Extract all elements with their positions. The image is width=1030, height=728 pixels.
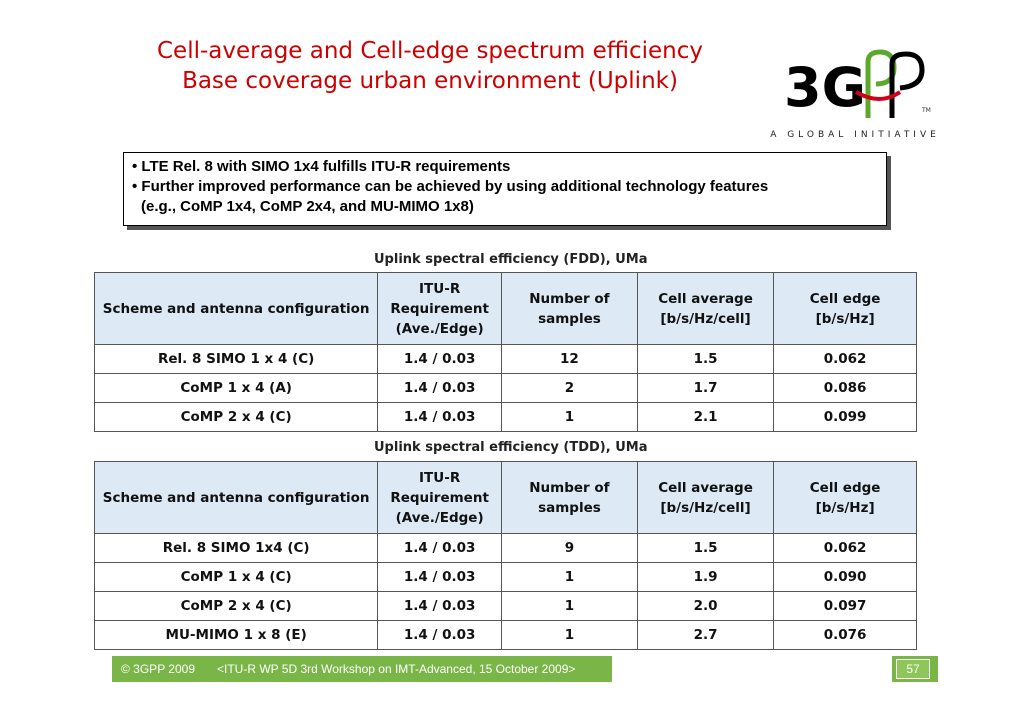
cell-requirement: 1.4 / 0.03 xyxy=(377,533,502,563)
tdd-header-row: Scheme and antenna configuration ITU-R R… xyxy=(93,461,917,534)
cell-edge: 0.099 xyxy=(773,402,917,432)
cell-samples: 1 xyxy=(500,562,638,592)
bullet-1: • LTE Rel. 8 with SIMO 1x4 fulfills ITU-… xyxy=(132,158,511,175)
header-req-line-3: (Ave./Edge) xyxy=(395,320,484,337)
tdd-caption: Uplink spectral efficiency (TDD), UMa xyxy=(374,440,648,455)
cell-scheme: CoMP 1 x 4 (A) xyxy=(93,373,379,403)
cell-edge: 0.097 xyxy=(773,591,917,621)
header-samples: Number of samples xyxy=(500,461,638,534)
header-scheme: Scheme and antenna configuration xyxy=(93,461,379,534)
cell-scheme: CoMP 2 x 4 (C) xyxy=(93,402,379,432)
cell-average: 1.5 xyxy=(636,344,775,374)
cell-scheme: Rel. 8 SIMO 1 x 4 (C) xyxy=(93,344,379,374)
header-edge-line-2: [b/s/Hz] xyxy=(815,310,875,327)
cell-requirement: 1.4 / 0.03 xyxy=(377,620,502,650)
header-cell-edge: Cell edge [b/s/Hz] xyxy=(773,272,917,345)
header-avg-line-1: Cell average xyxy=(658,479,753,496)
header-avg-line-2: [b/s/Hz/cell] xyxy=(660,499,751,516)
header-num-line-2: samples xyxy=(538,310,601,327)
bullet-2: • Further improved performance can be ac… xyxy=(132,178,769,195)
cell-requirement: 1.4 / 0.03 xyxy=(377,591,502,621)
title-line-1: Cell-average and Cell-edge spectrum effi… xyxy=(157,38,703,64)
table-row: CoMP 2 x 4 (C) 1.4 / 0.03 1 2.0 0.097 xyxy=(93,591,917,621)
footer-gap xyxy=(612,656,892,682)
header-scheme: Scheme and antenna configuration xyxy=(93,272,379,345)
cell-average: 2.1 xyxy=(636,402,775,432)
cell-requirement: 1.4 / 0.03 xyxy=(377,344,502,374)
cell-average: 1.9 xyxy=(636,562,775,592)
cell-scheme: CoMP 1 x 4 (C) xyxy=(93,562,379,592)
svg-text:3G: 3G xyxy=(784,56,866,119)
table-row: CoMP 1 x 4 (A) 1.4 / 0.03 2 1.7 0.086 xyxy=(93,373,917,403)
cell-samples: 1 xyxy=(500,402,638,432)
header-num-line-1: Number of xyxy=(529,479,610,496)
header-requirement: ITU-R Requirement (Ave./Edge) xyxy=(377,461,502,534)
cell-requirement: 1.4 / 0.03 xyxy=(377,373,502,403)
footer-copyright: © 3GPP 2009 xyxy=(121,662,196,676)
cell-samples: 2 xyxy=(500,373,638,403)
header-req-line-1: ITU-R xyxy=(419,469,461,486)
cell-requirement: 1.4 / 0.03 xyxy=(377,402,502,432)
cell-edge: 0.062 xyxy=(773,344,917,374)
header-avg-line-1: Cell average xyxy=(658,290,753,307)
header-cell-edge: Cell edge [b/s/Hz] xyxy=(773,461,917,534)
cell-average: 1.7 xyxy=(636,373,775,403)
cell-average: 2.0 xyxy=(636,591,775,621)
cell-edge: 0.076 xyxy=(773,620,917,650)
footer-workshop: <ITU-R WP 5D 3rd Workshop on IMT-Advance… xyxy=(217,662,576,676)
header-req-line-2: Requirement xyxy=(390,489,489,506)
table-row: Rel. 8 SIMO 1 x 4 (C) 1.4 / 0.03 12 1.5 … xyxy=(93,344,917,374)
slide-title: Cell-average and Cell-edge spectrum effi… xyxy=(120,36,740,96)
cell-average: 1.5 xyxy=(636,533,775,563)
table-row: CoMP 1 x 4 (C) 1.4 / 0.03 1 1.9 0.090 xyxy=(93,562,917,592)
cell-samples: 1 xyxy=(500,620,638,650)
header-requirement: ITU-R Requirement (Ave./Edge) xyxy=(377,272,502,345)
cell-scheme: MU-MIMO 1 x 8 (E) xyxy=(93,620,379,650)
fdd-caption: Uplink spectral efficiency (FDD), UMa xyxy=(374,252,648,267)
cell-requirement: 1.4 / 0.03 xyxy=(377,562,502,592)
header-cell-average: Cell average [b/s/Hz/cell] xyxy=(636,461,775,534)
fdd-header-row: Scheme and antenna configuration ITU-R R… xyxy=(93,272,917,345)
header-cell-average: Cell average [b/s/Hz/cell] xyxy=(636,272,775,345)
cell-scheme: Rel. 8 SIMO 1x4 (C) xyxy=(93,533,379,563)
page-number: 57 xyxy=(896,659,930,679)
3gpp-logo: 3G TM A GLOBAL INITIATIVE xyxy=(770,48,940,144)
slide-footer: © 3GPP 2009 <ITU-R WP 5D 3rd Workshop on… xyxy=(112,656,938,682)
cell-samples: 1 xyxy=(500,591,638,621)
header-req-line-2: Requirement xyxy=(390,300,489,317)
logo-tagline: A GLOBAL INITIATIVE xyxy=(770,130,940,140)
header-edge-line-1: Cell edge xyxy=(809,290,881,307)
trademark-mark: TM xyxy=(921,107,931,114)
header-req-line-1: ITU-R xyxy=(419,280,461,297)
fdd-table: Scheme and antenna configuration ITU-R R… xyxy=(93,272,917,432)
cell-samples: 9 xyxy=(500,533,638,563)
header-num-line-1: Number of xyxy=(529,290,610,307)
summary-box: • LTE Rel. 8 with SIMO 1x4 fulfills ITU-… xyxy=(123,152,887,226)
cell-edge: 0.062 xyxy=(773,533,917,563)
3gpp-logo-mark: 3G TM xyxy=(784,49,931,119)
header-edge-line-1: Cell edge xyxy=(809,479,881,496)
tdd-table: Scheme and antenna configuration ITU-R R… xyxy=(93,461,917,650)
table-row: Rel. 8 SIMO 1x4 (C) 1.4 / 0.03 9 1.5 0.0… xyxy=(93,533,917,563)
table-row: MU-MIMO 1 x 8 (E) 1.4 / 0.03 1 2.7 0.076 xyxy=(93,620,917,650)
table-row: CoMP 2 x 4 (C) 1.4 / 0.03 1 2.1 0.099 xyxy=(93,402,917,432)
cell-scheme: CoMP 2 x 4 (C) xyxy=(93,591,379,621)
cell-edge: 0.090 xyxy=(773,562,917,592)
header-edge-line-2: [b/s/Hz] xyxy=(815,499,875,516)
title-line-2: Base coverage urban environment (Uplink) xyxy=(182,68,678,94)
bullet-2-continuation: (e.g., CoMP 1x4, CoMP 2x4, and MU-MIMO 1… xyxy=(141,198,474,215)
cell-average: 2.7 xyxy=(636,620,775,650)
header-samples: Number of samples xyxy=(500,272,638,345)
cell-edge: 0.086 xyxy=(773,373,917,403)
cell-samples: 12 xyxy=(500,344,638,374)
header-req-line-3: (Ave./Edge) xyxy=(395,509,484,526)
header-num-line-2: samples xyxy=(538,499,601,516)
header-avg-line-2: [b/s/Hz/cell] xyxy=(660,310,751,327)
